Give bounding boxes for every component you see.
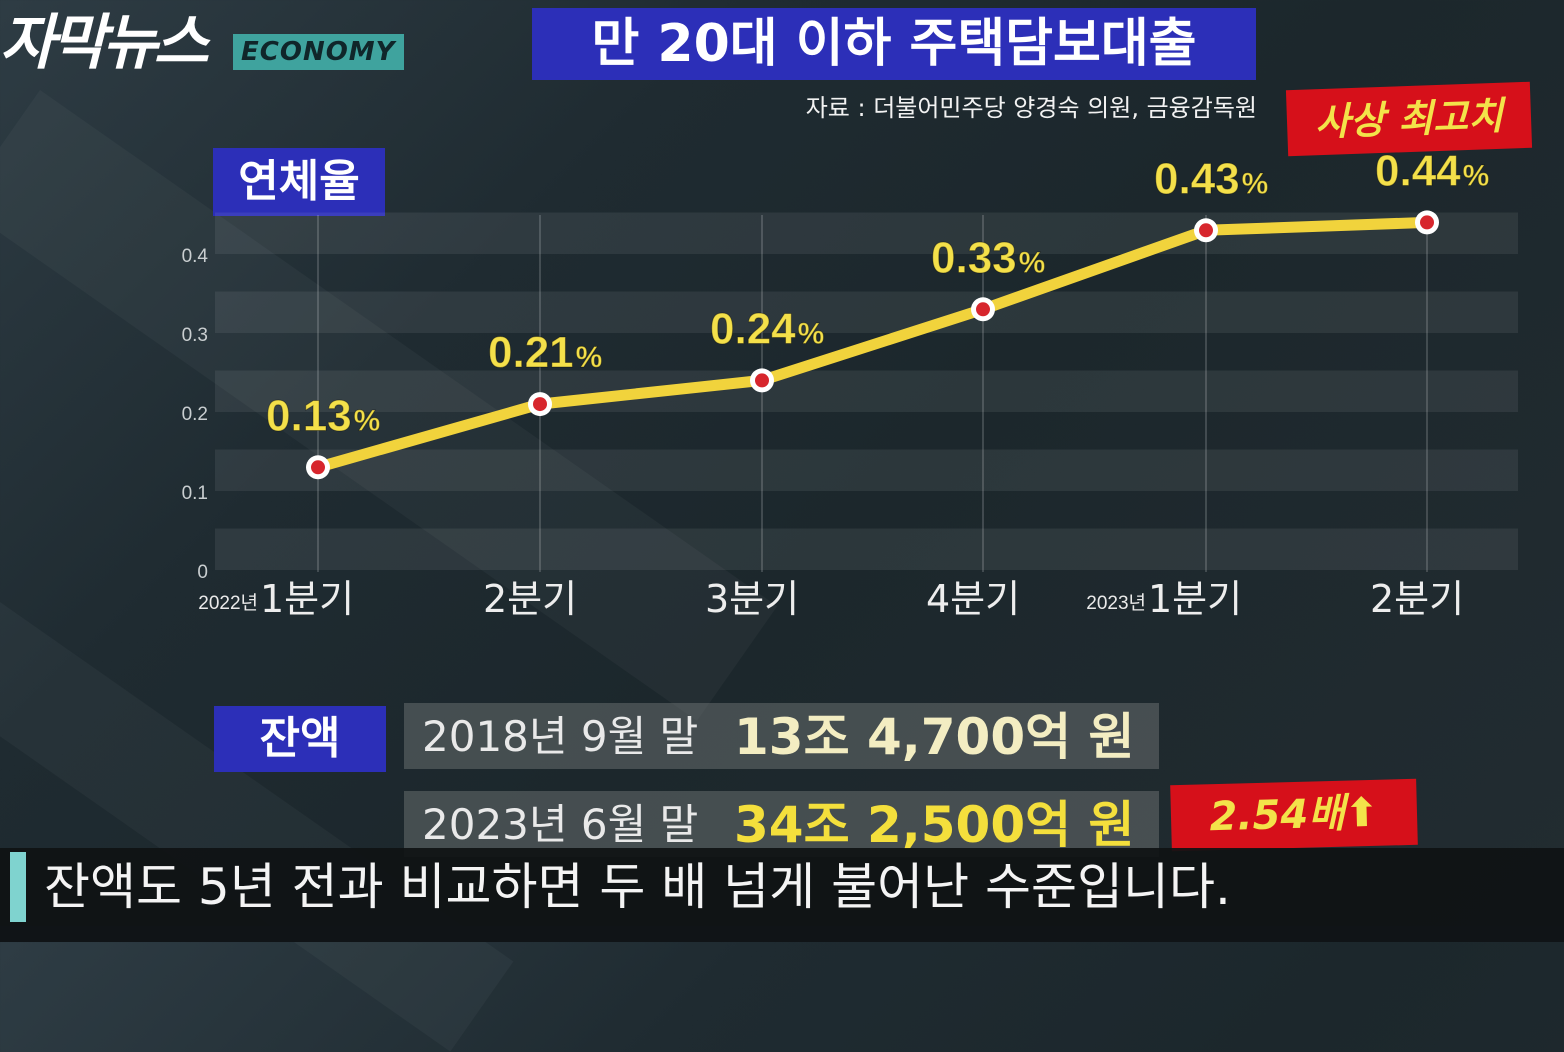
growth-ratio-badge: 2.54배⬆ [1170,778,1418,852]
chart-title: 만 20대 이하 주택담보대출 [532,8,1256,80]
x-category-label: 4분기 [926,577,1020,621]
data-point [1415,210,1439,235]
data-label-unit: % [1463,159,1490,192]
y-tick-label: 0.2 [182,404,208,425]
data-label-unit: % [1242,167,1269,200]
data-point [306,455,330,480]
data-point [528,392,552,417]
balance-date: 2018년 9월 말 [422,712,699,761]
x-year-label: 2022년 [198,592,258,614]
series-line [312,216,1433,473]
x-tick-label: 2분기 [1370,577,1464,621]
x-category-label: 1분기 [1148,577,1242,621]
balance-label: 잔액 [214,706,386,772]
logo-main-text: 자막뉴스 [0,8,209,78]
data-label: 0.44% [1375,146,1489,195]
data-point-dot [755,373,769,388]
data-label-unit: % [798,317,825,350]
x-tick-label: 3분기 [705,577,799,621]
x-category-label: 1분기 [260,577,354,621]
series-line-rate [312,216,1433,473]
caption-text: 잔액도 5년 전과 비교하면 두 배 넘게 불어난 수준입니다. [44,858,1231,916]
delinquency-rate-label: 연체율 [213,148,385,216]
y-tick-label: 0.1 [182,483,208,504]
x-tick-label: 2022년 1분기 [198,577,354,621]
x-axis-ticks: 2022년 1분기 2분기 3분기 4분기 2023년 1분기 2분기 [198,577,1464,621]
data-points [306,210,1439,480]
line-chart: 00.10.20.30.4 2022년 1분기 2분기 3분기 4분기 2023년 1분기 2… [181,145,1518,621]
source-note: 자료 : 더불어민주당 양경숙 의원, 금융감독원 [805,94,1257,122]
logo-tag: ECONOMY [233,34,404,70]
balance-amount: 34조 2,500억 원 [734,796,1135,854]
data-point-dot [976,302,990,317]
data-point [1194,218,1218,243]
caption-accent [10,852,26,922]
x-tick-label: 4분기 [926,577,1020,621]
grid-vertical-lines [317,215,1428,572]
balance-amount: 13조 4,700억 원 [734,708,1135,766]
data-label-unit: % [354,404,381,437]
data-label-unit: % [576,341,603,374]
grid-band [215,212,1518,254]
grid-bands [215,212,1518,570]
grid-band [215,449,1518,491]
data-point-dot [311,460,325,475]
data-label: 0.21% [488,328,602,377]
caption-bar: 잔액도 5년 전과 비교하면 두 배 넘게 불어난 수준입니다. [0,848,1564,926]
x-category-label: 2분기 [483,577,577,621]
data-point-dot [1199,223,1213,238]
grid-band [215,528,1518,570]
x-tick-label: 2023년 1분기 [1086,577,1242,621]
data-label-unit: % [1019,246,1046,279]
x-category-label: 3분기 [705,577,799,621]
y-tick-label: 0.3 [182,325,208,346]
data-point [971,297,995,322]
data-point-dot [1420,215,1434,230]
balance-row-2023: 2023년 6월 말 34조 2,500억 원 [404,791,1159,857]
growth-ratio-text: 2.54배 [1208,790,1346,841]
y-tick-label: 0.4 [182,246,209,267]
balance-date: 2023년 6월 말 [422,800,699,849]
up-arrow-icon: ⬆ [1344,789,1380,837]
y-axis-ticks: 0 0.1 0.2 0.3 0.4 [182,246,209,583]
grid-band [215,370,1518,412]
bottom-strip [0,926,1564,942]
data-label: 0.13% [266,391,380,440]
data-point-dot [533,397,547,412]
grid-band [215,291,1518,333]
channel-logo: 자막뉴스 ECONOMY [0,0,404,80]
x-category-label: 2분기 [1370,577,1464,621]
data-point [750,368,774,393]
data-label: 0.43% [1154,154,1268,203]
balance-row-2018: 2018년 9월 말 13조 4,700억 원 [404,703,1159,769]
x-tick-label: 2분기 [483,577,577,621]
x-year-label: 2023년 [1086,592,1146,614]
y-tick-label: 0 [197,562,208,583]
